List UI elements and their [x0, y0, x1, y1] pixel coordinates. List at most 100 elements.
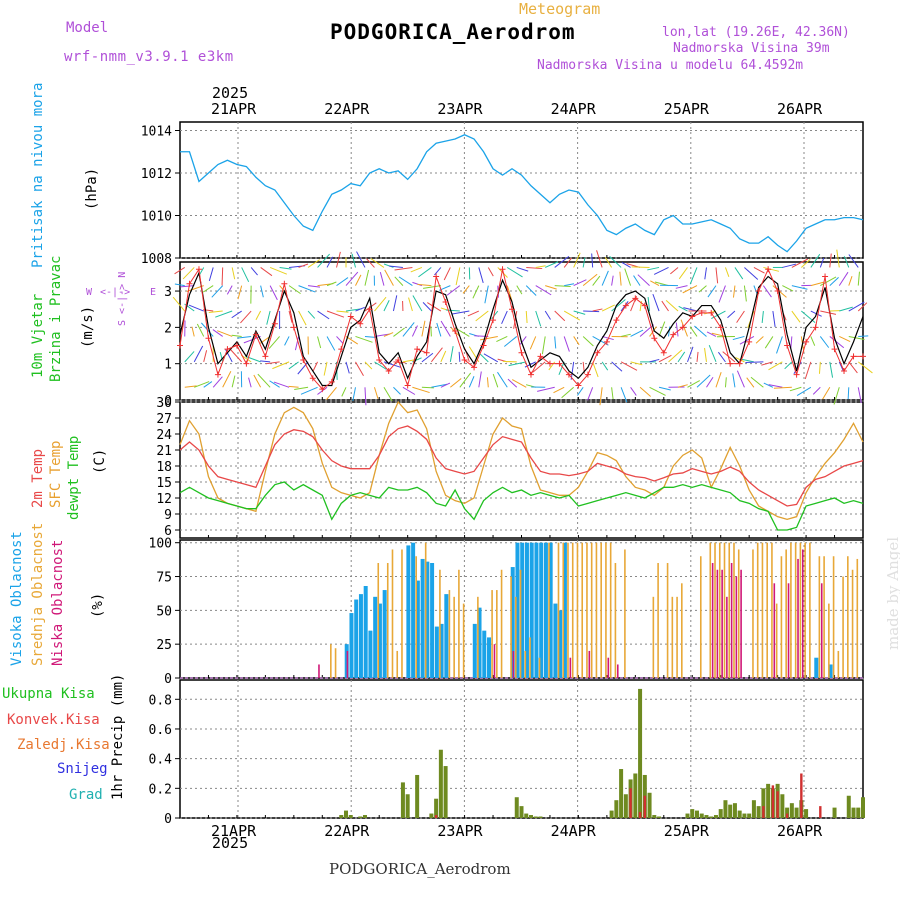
day-label-bottom: 24APR [551, 822, 597, 840]
cloud-bar [553, 603, 558, 678]
wind-arrow [587, 387, 594, 401]
wind-arrow [801, 310, 816, 323]
precip-bar [846, 795, 851, 818]
cloud-bar [681, 583, 683, 678]
cloud-bar [519, 569, 522, 678]
wind-arrow [782, 285, 794, 292]
gust-marker [319, 386, 326, 393]
cloud-bar [771, 542, 773, 678]
gust-marker [670, 331, 677, 338]
wind-arrow [336, 310, 349, 313]
gust-marker [300, 357, 307, 364]
wind-arrow [810, 253, 821, 268]
cloud-bar [716, 569, 719, 678]
wind-arrow [677, 351, 686, 363]
gust-marker [518, 349, 525, 356]
wind-arrow [191, 326, 195, 337]
cloud-bar [657, 563, 659, 678]
wind-arrow [484, 285, 489, 304]
gust-marker [490, 317, 497, 324]
wind-arrow [478, 371, 482, 388]
wind-arrow [260, 285, 264, 298]
gust-marker [793, 371, 800, 378]
cloud-bar [368, 630, 373, 678]
wind-arrow [297, 361, 309, 375]
day-label-top: 24APR [551, 100, 597, 118]
cloud-bar [616, 664, 619, 678]
wind-arrow [462, 285, 470, 294]
wind-arrow [724, 267, 730, 278]
wind-arrow [630, 361, 643, 366]
cloud-bar [515, 542, 520, 678]
wind-arrow [678, 305, 688, 312]
gust-marker [252, 331, 259, 338]
precip-bar [405, 794, 410, 818]
panel-frame [179, 679, 864, 819]
gust-marker [641, 302, 648, 309]
y-tick-label: 1014 [141, 125, 172, 140]
cloud-bar [590, 542, 593, 678]
wind-arrow [639, 386, 651, 397]
wind-arrow [497, 267, 508, 278]
wind-arrow [174, 267, 186, 275]
precip-bar [694, 810, 699, 818]
wind-arrow [763, 382, 774, 388]
wind-arrow [212, 376, 223, 388]
convective-bar [643, 795, 647, 818]
gust-marker [385, 367, 392, 374]
wind-arrow [308, 285, 321, 288]
wind-arrow [619, 271, 622, 286]
cloud-bar [851, 569, 854, 678]
cloud-bar [785, 549, 787, 678]
gust-marker [195, 266, 202, 273]
cloud-bar [571, 542, 574, 678]
cloud-bar [714, 542, 716, 678]
gust-marker [224, 346, 231, 353]
wind-arrow [658, 386, 671, 391]
precip-bar [709, 816, 714, 818]
wind-arrow [649, 358, 660, 363]
wind-arrow [294, 386, 309, 390]
wind-arrow [355, 274, 362, 286]
wind-arrow [388, 265, 403, 268]
wind-arrow [843, 256, 850, 268]
precip-bar [851, 807, 856, 818]
wind-arrow [440, 382, 451, 388]
gust-marker [177, 342, 183, 349]
wind-arrow [294, 336, 300, 351]
wind-arrow [609, 255, 622, 268]
wind-arrow [374, 361, 387, 370]
precip-bar [362, 815, 367, 818]
wind-arrow [736, 310, 745, 323]
wind-arrow [762, 285, 772, 298]
station-title: PODGORICA_Aerodrom [330, 20, 576, 44]
gust-marker [461, 357, 468, 364]
year-bottom: 2025 [212, 834, 248, 852]
cloud-bar [775, 603, 778, 678]
cloud-bar [814, 657, 819, 678]
wind-arrow [582, 336, 594, 347]
wind-arrow [847, 387, 850, 400]
wind-arrow [812, 386, 821, 395]
cloud-bar [539, 542, 544, 678]
wind-arrow [507, 267, 523, 278]
wind-arrow [796, 386, 812, 396]
cloud-bar [420, 558, 425, 678]
wind-arrow [379, 271, 385, 286]
cloud-bar [711, 563, 714, 678]
wind-arrow [611, 361, 623, 372]
y-tick-label: 75 [156, 571, 172, 586]
gust-marker [471, 364, 478, 371]
wind-arrow [257, 373, 271, 388]
wind-speed-line [179, 270, 864, 387]
wind-arrow [217, 330, 233, 337]
wind-arrow [427, 302, 442, 312]
wind-arrow [740, 358, 755, 363]
wind-arrow [839, 335, 851, 342]
gust-marker [347, 313, 354, 320]
cloud-bar [439, 623, 444, 678]
precip-bar [358, 816, 363, 818]
gust-marker [698, 309, 705, 316]
wind-arrow [231, 267, 236, 280]
cloud-bar [391, 549, 394, 678]
